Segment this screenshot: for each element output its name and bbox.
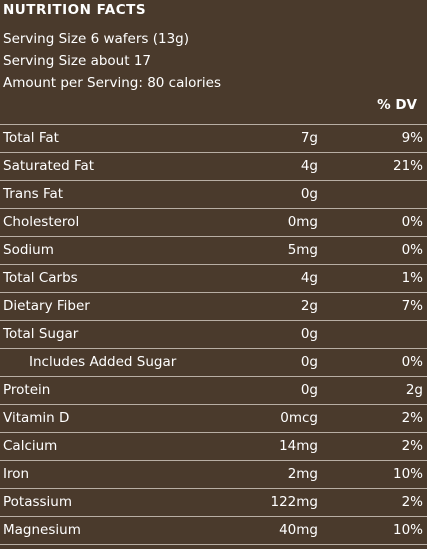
- nutrient-dv: 9%: [401, 130, 423, 146]
- nutrient-row: Sodium 5mg 0%: [0, 237, 427, 265]
- nutrient-row: Total Carbs 4g 1%: [0, 265, 427, 293]
- nutrient-row: Total Sugar 0g: [0, 321, 427, 349]
- nutrient-amount: 0mcg: [280, 410, 318, 426]
- nutrient-row: Calcium 14mg 2%: [0, 433, 427, 461]
- nutrient-row: Saturated Fat 4g 21%: [0, 153, 427, 181]
- nutrient-name: Saturated Fat: [3, 158, 95, 174]
- nutrient-dv: 1%: [401, 270, 423, 286]
- nutrient-row: Cholesterol 0mg 0%: [0, 209, 427, 237]
- nutrient-row: Trans Fat 0g: [0, 181, 427, 209]
- nutrient-amount: 0g: [300, 326, 318, 342]
- nutrient-name: Potassium: [3, 494, 73, 510]
- nutrient-name: Iron: [3, 466, 30, 482]
- nutrient-name: Magnesium: [3, 522, 81, 538]
- nutrient-amount: 40mg: [279, 522, 318, 538]
- nutrient-row: Total Fat 7g 9%: [0, 125, 427, 153]
- nutrient-row: Protein 0g 2g: [0, 377, 427, 405]
- nutrient-table: Total Fat 7g 9% Saturated Fat 4g 21% Trans Fat…: [0, 124, 427, 545]
- nutrient-name: Trans Fat: [3, 186, 64, 202]
- nutrient-amount: 7g: [300, 130, 318, 146]
- nutrient-dv: 10%: [392, 466, 423, 482]
- nutrient-name: Total Sugar: [3, 326, 79, 342]
- dv-heading: % DV: [377, 97, 417, 113]
- nutrient-name: Total Carbs: [3, 270, 78, 286]
- nutrient-name: Total Fat: [3, 130, 59, 146]
- nutrient-amount: 4g: [300, 270, 318, 286]
- nutrient-row: Includes Added Sugar 0g 0%: [0, 349, 427, 377]
- nutrient-name: Dietary Fiber: [3, 298, 90, 314]
- nutrient-dv: 7%: [401, 298, 423, 314]
- title: NUTRITION FACTS: [3, 2, 147, 18]
- nutrient-row: Vitamin D 0mcg 2%: [0, 405, 427, 433]
- nutrient-amount: 0g: [300, 354, 318, 370]
- nutrient-dv: 2g: [405, 382, 423, 398]
- nutrient-amount: 2g: [300, 298, 318, 314]
- serving-line: Serving Size about 17: [3, 53, 152, 69]
- nutrient-dv: 0%: [401, 354, 423, 370]
- nutrient-name: Vitamin D: [3, 410, 70, 426]
- serving-line: Serving Size 6 wafers (13g): [3, 31, 189, 47]
- nutrient-dv: 2%: [401, 438, 423, 454]
- nutrient-amount: 2mg: [287, 466, 318, 482]
- nutrient-dv: 10%: [392, 522, 423, 538]
- nutrient-dv: 0%: [401, 214, 423, 230]
- nutrient-dv: 21%: [392, 158, 423, 174]
- nutrient-name: Calcium: [3, 438, 58, 454]
- nutrient-row: Magnesium 40mg 10%: [0, 517, 427, 545]
- nutrient-amount: 0mg: [287, 214, 318, 230]
- nutrient-amount: 0g: [300, 186, 318, 202]
- nutrient-dv: 2%: [401, 494, 423, 510]
- nutrient-name: Sodium: [3, 242, 54, 258]
- nutrient-name: Protein: [3, 382, 51, 398]
- nutrient-dv: 0%: [401, 242, 423, 258]
- nutrient-row: Potassium 122mg 2%: [0, 489, 427, 517]
- nutrient-row: Dietary Fiber 2g 7%: [0, 293, 427, 321]
- nutrient-amount: 0g: [300, 382, 318, 398]
- nutrient-dv: 2%: [401, 410, 423, 426]
- nutrient-amount: 4g: [300, 158, 318, 174]
- nutrient-amount: 5mg: [287, 242, 318, 258]
- nutrient-amount: 122mg: [270, 494, 319, 510]
- nutrient-name: Includes Added Sugar: [29, 354, 177, 370]
- nutrient-row: Iron 2mg 10%: [0, 461, 427, 489]
- nutrient-name: Cholesterol: [3, 214, 80, 230]
- serving-line: Amount per Serving: 80 calories: [3, 75, 222, 91]
- nutrient-amount: 14mg: [279, 438, 318, 454]
